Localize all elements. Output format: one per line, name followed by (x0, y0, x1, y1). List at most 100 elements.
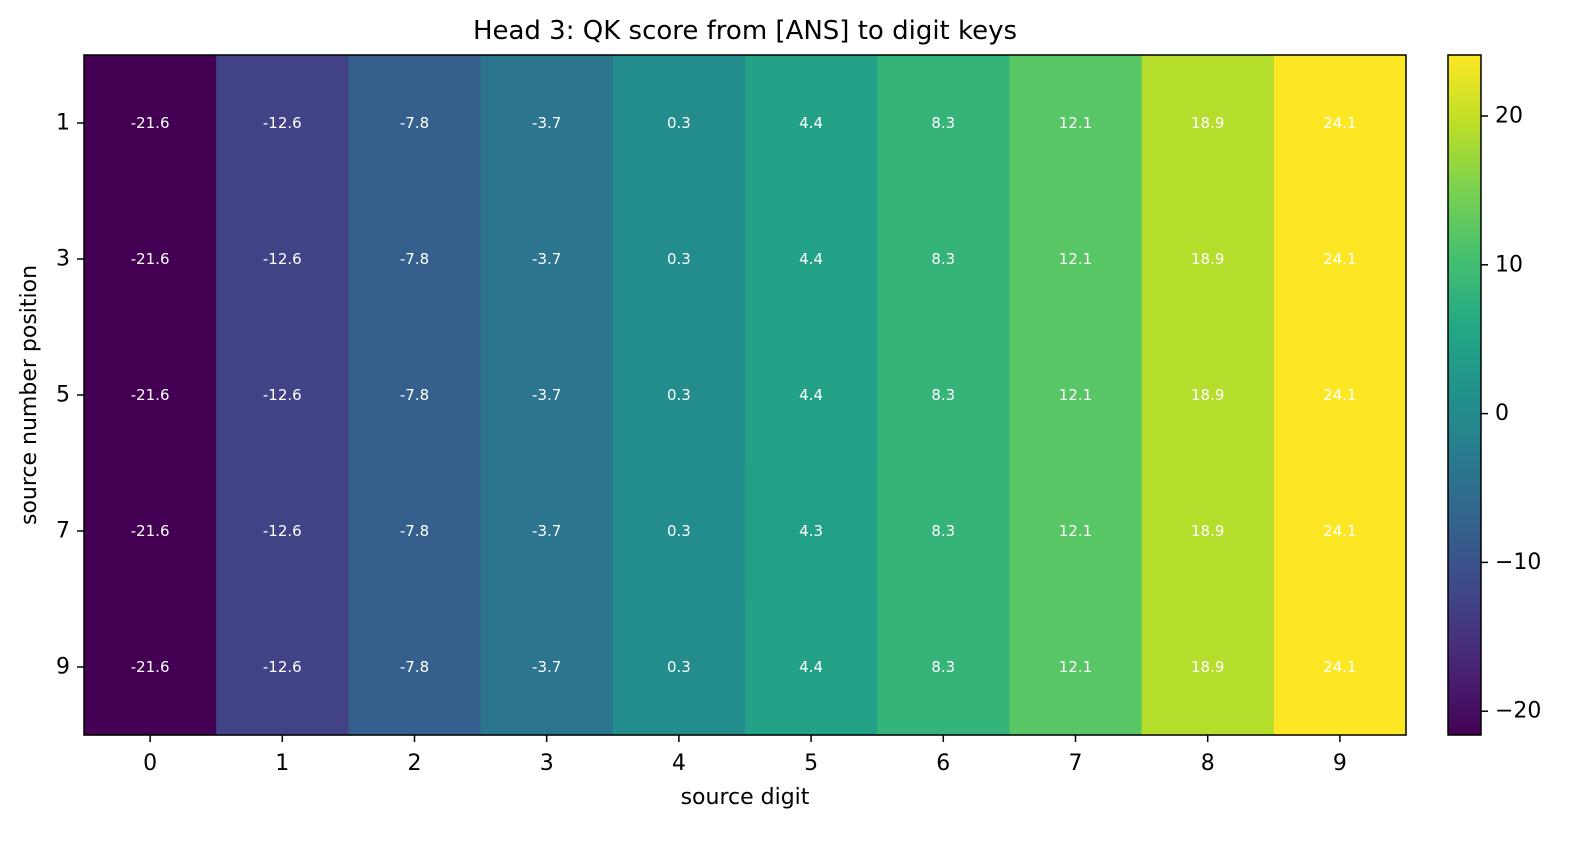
y-axis-ticks: 1 3 5 7 9 (56, 111, 84, 680)
cell-value-label: 18.9 (1191, 386, 1224, 404)
heatmap-cell (612, 55, 746, 192)
cell-value-label: 24.1 (1323, 250, 1356, 268)
heatmap-cell (1009, 463, 1143, 600)
heatmap-cell (348, 463, 482, 600)
heatmap-cell (84, 191, 217, 328)
cell-value-label: -21.6 (131, 522, 170, 540)
x-tick-label: 3 (540, 751, 554, 776)
colorbar-tick-label: −10 (1495, 550, 1541, 575)
heatmap-cell (84, 55, 217, 192)
y-tick-label: 9 (56, 655, 70, 680)
x-tick-label: 0 (143, 751, 157, 776)
cell-value-label: -12.6 (263, 522, 302, 540)
heatmap-cell (1141, 191, 1275, 328)
heatmap-cell-labels: -21.6 -12.6 -7.8 -3.7 0.3 4.4 8.3 12.1 18.9 24.1 -… (131, 114, 1357, 676)
cell-value-label: -12.6 (263, 386, 302, 404)
x-axis-label: source digit (681, 785, 810, 810)
cell-value-label: 0.3 (667, 250, 691, 268)
heatmap-cells (84, 55, 1407, 736)
cell-value-label: 4.4 (799, 658, 823, 676)
x-tick-label: 8 (1201, 751, 1215, 776)
heatmap-cell (1273, 55, 1407, 192)
heatmap-cell (480, 463, 614, 600)
cell-value-label: 18.9 (1191, 114, 1224, 132)
cell-value-label: -3.7 (532, 386, 561, 404)
heatmap-cell (612, 599, 746, 736)
cell-value-label: 0.3 (667, 522, 691, 540)
colorbar-tick-label: 20 (1495, 104, 1523, 129)
cell-value-label: -21.6 (131, 114, 170, 132)
x-tick-label: 6 (936, 751, 950, 776)
heatmap-cell (612, 327, 746, 464)
cell-value-label: 8.3 (931, 658, 955, 676)
heatmap-cell (1273, 463, 1407, 600)
cell-value-label: -7.8 (400, 386, 429, 404)
y-tick-label: 7 (56, 519, 70, 544)
cell-value-label: 12.1 (1059, 658, 1092, 676)
heatmap-cell (1273, 191, 1407, 328)
colorbar-tick-label: 10 (1495, 252, 1523, 277)
x-tick-label: 2 (408, 751, 422, 776)
heatmap-cell (348, 55, 482, 192)
cell-value-label: 8.3 (931, 386, 955, 404)
cell-value-label: -3.7 (532, 658, 561, 676)
y-axis-label: source number position (17, 265, 42, 525)
heatmap-cell (1009, 55, 1143, 192)
x-tick-label: 1 (275, 751, 289, 776)
cell-value-label: 24.1 (1323, 522, 1356, 540)
colorbar-tick-label: 0 (1495, 401, 1509, 426)
cell-value-label: 18.9 (1191, 250, 1224, 268)
cell-value-label: 24.1 (1323, 658, 1356, 676)
y-tick-label: 1 (56, 111, 70, 136)
cell-value-label: 4.4 (799, 386, 823, 404)
cell-value-label: 8.3 (931, 114, 955, 132)
cell-value-label: -7.8 (400, 250, 429, 268)
cell-value-label: -7.8 (400, 522, 429, 540)
heatmap-cell (216, 599, 349, 736)
heatmap-cell (480, 191, 614, 328)
cell-value-label: 0.3 (667, 658, 691, 676)
cell-value-label: -3.7 (532, 114, 561, 132)
heatmap-cell (480, 55, 614, 192)
cell-value-label: 12.1 (1059, 250, 1092, 268)
cell-value-label: -12.6 (263, 250, 302, 268)
cell-value-label: -21.6 (131, 386, 170, 404)
heatmap-cell (216, 327, 349, 464)
heatmap-cell (877, 327, 1010, 464)
heatmap-cell (348, 327, 482, 464)
heatmap-cell (745, 55, 878, 192)
x-tick-label: 4 (672, 751, 686, 776)
cell-value-label: 24.1 (1323, 114, 1356, 132)
cell-value-label: 0.3 (667, 386, 691, 404)
heatmap-cell (877, 55, 1010, 192)
colorbar: −20 −10 0 10 20 (1447, 54, 1541, 736)
cell-value-label: -7.8 (400, 114, 429, 132)
heatmap-cell (1141, 599, 1275, 736)
heatmap-cell (1273, 599, 1407, 736)
cell-value-label: 24.1 (1323, 386, 1356, 404)
cell-value-label: -21.6 (131, 250, 170, 268)
heatmap-cell (348, 191, 482, 328)
heatmap-cell (216, 55, 349, 192)
cell-value-label: -12.6 (263, 114, 302, 132)
y-tick-label: 3 (56, 247, 70, 272)
heatmap-cell (612, 191, 746, 328)
x-tick-label: 5 (804, 751, 818, 776)
chart-title: Head 3: QK score from [ANS] to digit key… (473, 16, 1017, 46)
cell-value-label: -7.8 (400, 658, 429, 676)
cell-value-label: 12.1 (1059, 114, 1092, 132)
cell-value-label: 8.3 (931, 522, 955, 540)
x-axis-ticks: 0 1 2 3 4 5 6 7 8 9 (143, 735, 1347, 776)
heatmap-cell (216, 463, 349, 600)
heatmap-cell (1273, 327, 1407, 464)
heatmap-cell (84, 327, 217, 464)
cell-value-label: -3.7 (532, 250, 561, 268)
heatmap-cell (877, 191, 1010, 328)
heatmap-cell (745, 327, 878, 464)
heatmap-cell (877, 463, 1010, 600)
x-tick-label: 9 (1333, 751, 1347, 776)
heatmap-cell (745, 599, 878, 736)
heatmap-cell (1009, 327, 1143, 464)
colorbar-gradient (1448, 55, 1481, 735)
cell-value-label: 4.3 (799, 522, 823, 540)
